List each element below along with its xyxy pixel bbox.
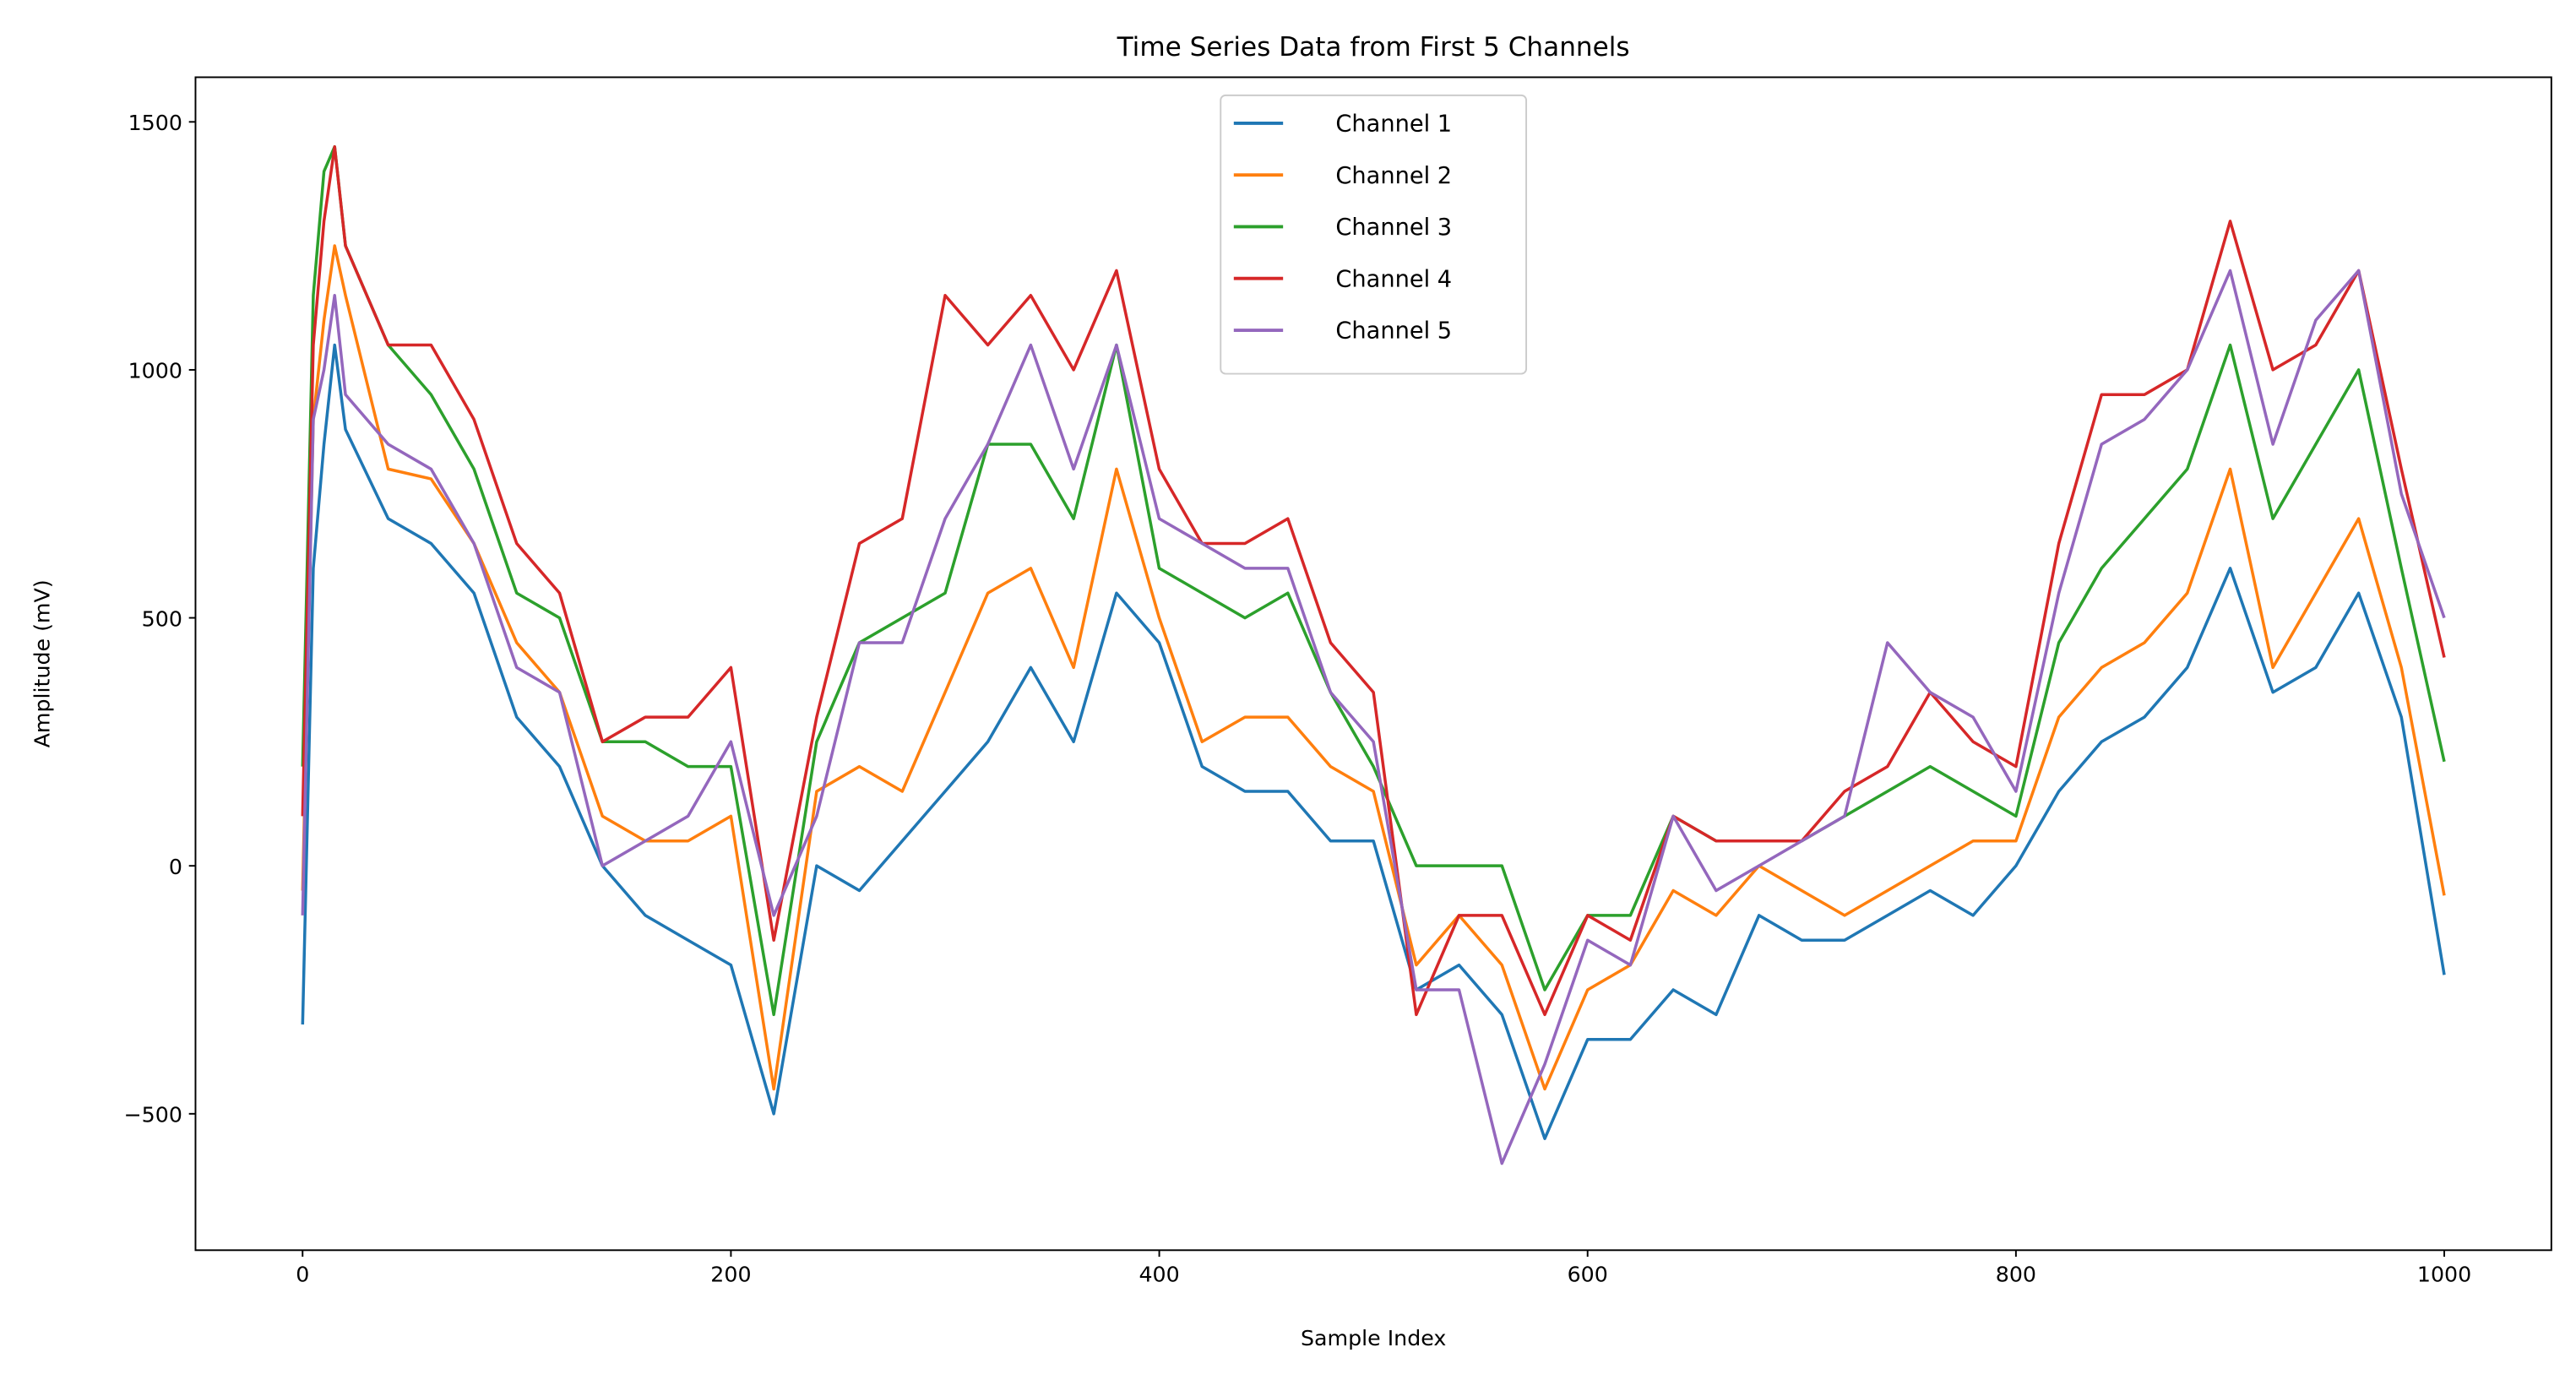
chart-title: Time Series Data from First 5 Channels: [1117, 32, 1630, 62]
legend-label: Channel 4: [1335, 266, 1452, 292]
legend-label: Channel 3: [1335, 215, 1452, 241]
y-axis-label: Amplitude (mV): [30, 579, 54, 747]
y-tick-label: 1000: [128, 359, 182, 383]
x-axis-label: Sample Index: [1301, 1326, 1446, 1350]
x-tick-label: 400: [1139, 1262, 1179, 1286]
legend-label: Channel 5: [1335, 318, 1452, 345]
plot-area: [301, 144, 2446, 1165]
legend-label: Channel 2: [1335, 163, 1452, 189]
series-line: [301, 343, 2446, 1140]
series-line: [301, 269, 2446, 1165]
x-tick-label: 200: [710, 1262, 751, 1286]
series-line: [301, 144, 2446, 1017]
series-line: [301, 244, 2446, 1091]
plot-frame: [194, 76, 2552, 1252]
x-tick-label: 0: [296, 1262, 309, 1286]
y-tick-label: 1500: [128, 111, 182, 135]
x-tick-label: 600: [1568, 1262, 1608, 1286]
series-line: [301, 144, 2446, 1017]
legend: Channel 1 Channel 2 Channel 3 Channel 4 Chan…: [1220, 94, 1528, 375]
legend-label: Channel 1: [1335, 111, 1452, 138]
y-tick-label: 500: [142, 606, 182, 631]
x-tick-label: 800: [1996, 1262, 2036, 1286]
y-tick-label: 0: [169, 855, 182, 879]
legend-box: [1220, 94, 1528, 375]
y-tick-label: −500: [124, 1103, 182, 1127]
x-tick-label: 1000: [2417, 1262, 2471, 1286]
